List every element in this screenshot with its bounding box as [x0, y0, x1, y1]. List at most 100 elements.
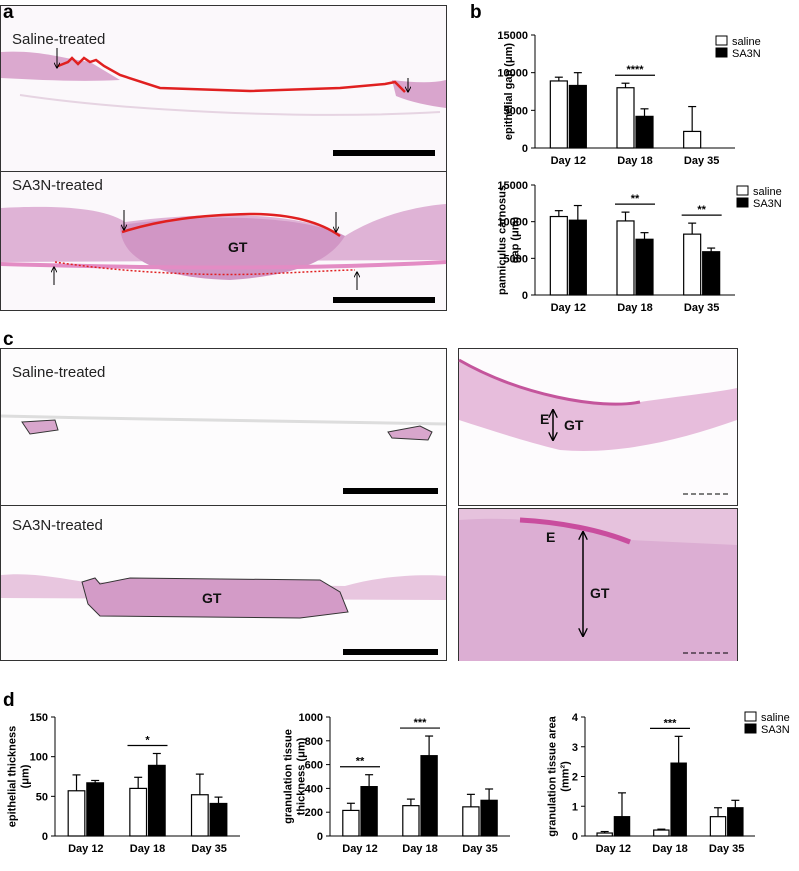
x-tick-label: Day 35 [709, 843, 744, 855]
y-tick-label: 10000 [497, 68, 528, 80]
y-tick-label: 2 [572, 772, 578, 784]
bar [596, 832, 613, 837]
image-c-sa3n-zoom: E GT [458, 508, 738, 661]
x-tick-label: Day 12 [551, 302, 586, 314]
image-title: SA3N-treated [12, 177, 103, 194]
legend-swatch [715, 47, 728, 58]
bar [616, 87, 635, 149]
error-bar [674, 735, 683, 764]
x-tick-label: Day 12 [551, 155, 586, 167]
error-bar [688, 222, 697, 235]
image-title: SA3N-treated [12, 517, 103, 534]
error-bar [573, 72, 582, 86]
error-bar [640, 108, 649, 117]
bar [342, 809, 360, 837]
x-tick-label: Day 12 [342, 843, 377, 855]
legend-swatch [736, 185, 749, 196]
y-tick-label: 5000 [504, 253, 528, 265]
y-tick-label: 600 [305, 760, 323, 772]
y-tick-label: 3 [572, 742, 578, 754]
panel-label: b [470, 2, 482, 23]
significance: ** [631, 193, 640, 205]
bar [549, 80, 568, 149]
image-label: GT [202, 590, 222, 606]
y-axis-label: epithelial gap (μm) [503, 43, 515, 141]
y-tick-label: 150 [30, 712, 48, 724]
y-tick-label: 15000 [497, 30, 528, 42]
panel-label: d [3, 690, 15, 711]
x-tick-label: Day 12 [68, 843, 103, 855]
error-bar [554, 210, 563, 217]
error-bar [134, 776, 143, 789]
error-bar [731, 799, 740, 808]
image-a-saline: Saline-treated [0, 5, 447, 172]
significance: *** [664, 717, 678, 729]
error-bar [91, 779, 100, 783]
error-bar [195, 773, 204, 795]
legend-label: saline [732, 36, 761, 48]
error-bar [152, 752, 161, 766]
legend-swatch [715, 35, 728, 46]
image-label: GT [564, 417, 584, 433]
bar [635, 115, 654, 149]
x-tick-label: Day 35 [684, 302, 719, 314]
x-tick-label: Day 18 [617, 302, 652, 314]
bar [420, 755, 438, 837]
error-bar [688, 105, 697, 132]
y-tick-label: 1 [572, 801, 578, 813]
error-bar [425, 735, 434, 756]
bar [683, 130, 702, 149]
image-c-saline: Saline-treated [0, 348, 447, 506]
bar [727, 807, 744, 837]
x-tick-label: Day 18 [652, 843, 687, 855]
x-tick-label: Day 12 [596, 843, 631, 855]
panel-label: c [3, 329, 14, 350]
significance: * [145, 734, 150, 746]
y-tick-label: 400 [305, 783, 323, 795]
legend-swatch [736, 197, 749, 208]
image-a-sa3n: SA3N-treated GT [0, 171, 447, 311]
bar [616, 220, 635, 296]
bar [613, 816, 631, 837]
bar [209, 802, 228, 837]
bar [147, 764, 166, 837]
bar [190, 794, 209, 837]
error-bar [554, 76, 563, 81]
bar [67, 790, 86, 837]
error-bar [214, 796, 223, 804]
image-c-sa3n: SA3N-treated GT [0, 505, 447, 661]
error-bar [621, 82, 630, 88]
y-tick-label: 100 [30, 752, 48, 764]
bar [480, 799, 498, 837]
x-tick-label: Day 35 [684, 155, 719, 167]
bar [462, 806, 480, 837]
x-tick-label: Day 18 [402, 843, 437, 855]
x-tick-label: Day 18 [130, 843, 165, 855]
error-bar [657, 828, 666, 831]
significance: ** [356, 756, 365, 768]
bar [568, 219, 587, 296]
error-bar [485, 788, 494, 801]
y-tick-label: 15000 [497, 180, 528, 192]
y-tick-label: 10000 [497, 217, 528, 229]
panel-label: a [3, 2, 14, 23]
y-tick-label: 0 [42, 831, 48, 843]
x-tick-label: Day 18 [617, 155, 652, 167]
error-bar [72, 774, 81, 791]
legend-swatch [744, 723, 757, 734]
bar [702, 251, 721, 296]
y-tick-label: 800 [305, 736, 323, 748]
legend-label: SA3N [732, 48, 761, 60]
bar [635, 238, 654, 296]
y-axis-label: (μm) [20, 764, 32, 788]
legend-label: saline [761, 712, 790, 724]
image-title: Saline-treated [12, 31, 105, 48]
error-bar [346, 802, 355, 811]
x-tick-label: Day 35 [462, 843, 497, 855]
error-bar [621, 211, 630, 221]
y-tick-label: 200 [305, 807, 323, 819]
y-axis-label: thickness (μm) [296, 737, 308, 815]
y-tick-label: 50 [36, 791, 48, 803]
error-bar [707, 247, 716, 252]
